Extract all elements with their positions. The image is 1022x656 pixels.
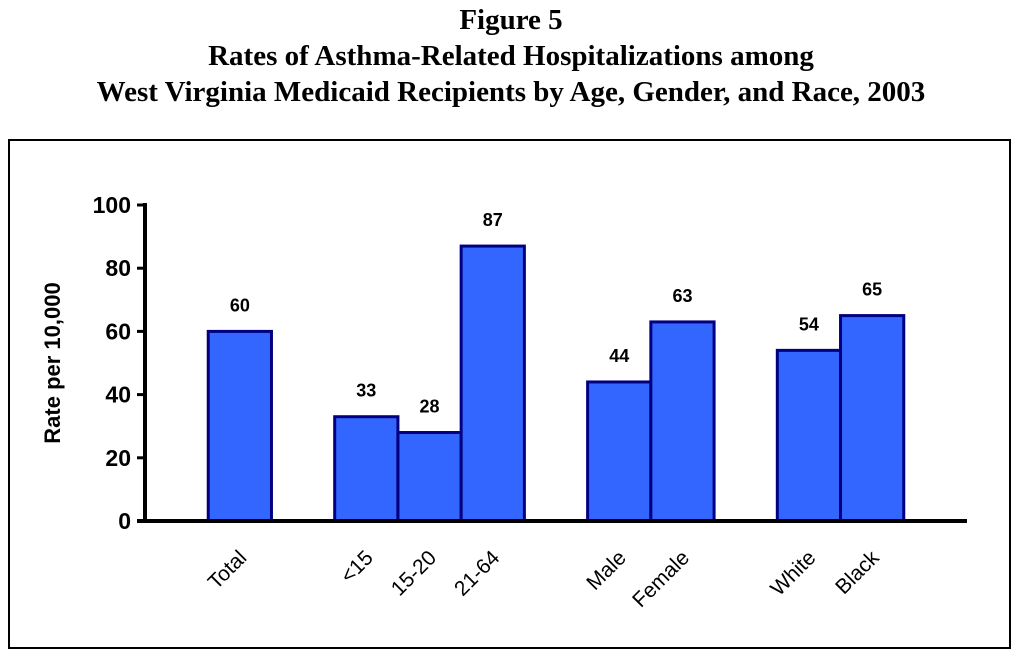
y-tick-label: 40 [105, 382, 131, 408]
y-tick-label: 80 [105, 255, 131, 281]
category-label: White [766, 546, 820, 600]
bar-Black [839, 314, 906, 523]
category-label: Black [831, 546, 884, 599]
chart-title: Figure 5 Rates of Asthma-Related Hospita… [0, 2, 1022, 110]
data-label: 63 [672, 286, 692, 306]
bar-15-20 [396, 431, 463, 523]
data-label: 87 [483, 210, 503, 230]
data-label: 54 [799, 314, 819, 334]
bar-White [775, 348, 843, 523]
category-label: <15 [336, 546, 377, 587]
data-label: 33 [356, 381, 376, 401]
category-label: Male [582, 546, 630, 594]
title-line-3: West Virginia Medicaid Recipients by Age… [96, 76, 926, 108]
data-label: 28 [420, 397, 440, 417]
chart-frame [8, 139, 1011, 649]
bar-Female [649, 320, 716, 523]
data-label: 65 [862, 280, 882, 300]
y-tick-label: 100 [93, 192, 131, 218]
data-label: 44 [609, 346, 629, 366]
title-line-2: Rates of Asthma-Related Hospitalizations… [208, 40, 814, 72]
bar-Male [586, 380, 653, 523]
y-tick-label: 60 [105, 318, 131, 344]
category-label: Total [204, 546, 252, 594]
y-axis-label: Rate per 10,000 [40, 282, 65, 443]
category-label: 15-20 [387, 546, 441, 600]
category-label: Female [628, 546, 694, 612]
bar-21-64 [459, 244, 526, 523]
category-label: 21-64 [450, 546, 504, 600]
data-label: 60 [230, 295, 250, 315]
bar-<15 [333, 415, 400, 523]
bar-Total [206, 329, 273, 523]
y-tick-label: 0 [118, 508, 131, 534]
title-line-1: Figure 5 [459, 4, 563, 36]
y-tick-label: 20 [105, 445, 131, 471]
